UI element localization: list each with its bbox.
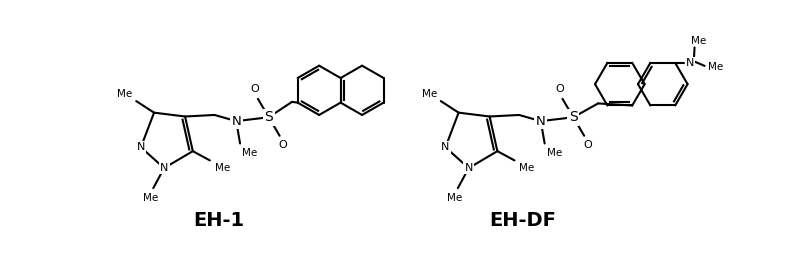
- Text: N: N: [441, 142, 450, 152]
- Text: N: N: [231, 115, 241, 128]
- Text: Me: Me: [519, 163, 534, 173]
- Text: Me: Me: [447, 193, 462, 203]
- Text: O: O: [555, 84, 564, 94]
- Text: N: N: [465, 163, 473, 173]
- Text: N: N: [137, 142, 145, 152]
- Text: N: N: [536, 115, 545, 128]
- Text: Me: Me: [242, 148, 258, 158]
- Text: O: O: [583, 140, 592, 150]
- Text: EH-1: EH-1: [193, 211, 244, 230]
- Text: Me: Me: [117, 89, 132, 99]
- Text: Me: Me: [707, 62, 723, 72]
- Text: Me: Me: [215, 163, 230, 173]
- Text: S: S: [264, 110, 273, 124]
- Text: O: O: [251, 84, 259, 94]
- Text: N: N: [160, 163, 168, 173]
- Text: Me: Me: [691, 36, 706, 46]
- Text: N: N: [686, 58, 694, 68]
- Text: EH-DF: EH-DF: [490, 211, 556, 230]
- Text: Me: Me: [421, 89, 437, 99]
- Text: Me: Me: [547, 148, 562, 158]
- Text: Me: Me: [142, 193, 158, 203]
- Text: O: O: [278, 140, 287, 150]
- Text: S: S: [569, 110, 578, 124]
